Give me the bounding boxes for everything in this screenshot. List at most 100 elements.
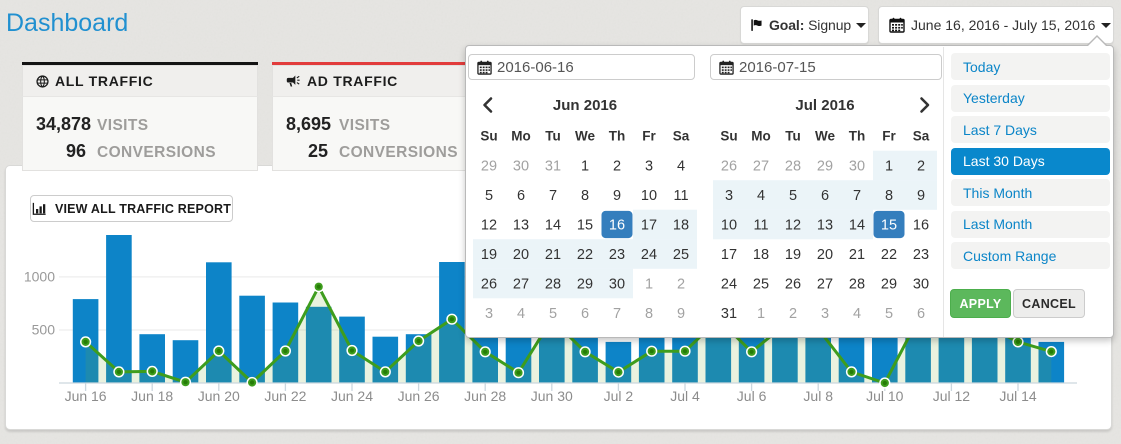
svg-text:3: 3 <box>485 306 493 322</box>
svg-text:10: 10 <box>641 188 657 204</box>
svg-text:19: 19 <box>785 247 801 263</box>
svg-text:Jul 2016: Jul 2016 <box>795 97 854 114</box>
svg-text:Fr: Fr <box>642 129 656 144</box>
svg-text:20: 20 <box>513 247 529 263</box>
svg-text:Tu: Tu <box>785 129 801 144</box>
svg-text:8: 8 <box>581 188 589 204</box>
svg-text:4: 4 <box>757 188 765 204</box>
svg-text:5: 5 <box>549 306 557 322</box>
svg-text:Su: Su <box>480 129 497 144</box>
svg-text:Jul 8: Jul 8 <box>803 388 833 404</box>
svg-text:17: 17 <box>721 247 737 263</box>
svg-text:6: 6 <box>917 306 925 322</box>
svg-text:31: 31 <box>721 306 737 322</box>
svg-text:23: 23 <box>913 247 929 263</box>
svg-text:31: 31 <box>545 159 561 175</box>
svg-text:7: 7 <box>549 188 557 204</box>
svg-text:16: 16 <box>609 218 625 234</box>
svg-text:6: 6 <box>581 306 589 322</box>
svg-text:Th: Th <box>849 129 866 144</box>
svg-text:Sa: Sa <box>673 129 690 144</box>
svg-text:3: 3 <box>645 159 653 175</box>
svg-text:2: 2 <box>613 159 621 175</box>
svg-text:2: 2 <box>917 159 925 175</box>
svg-text:Mo: Mo <box>511 129 531 144</box>
svg-text:13: 13 <box>513 218 529 234</box>
svg-text:19: 19 <box>481 247 497 263</box>
svg-text:Jul 10: Jul 10 <box>866 388 904 404</box>
svg-text:14: 14 <box>849 218 865 234</box>
svg-text:5: 5 <box>485 188 493 204</box>
svg-text:29: 29 <box>817 159 833 175</box>
svg-text:Mo: Mo <box>751 129 771 144</box>
svg-text:Jun 22: Jun 22 <box>264 388 306 404</box>
svg-text:6: 6 <box>821 188 829 204</box>
svg-text:Fr: Fr <box>882 129 896 144</box>
svg-text:26: 26 <box>481 277 497 293</box>
svg-text:30: 30 <box>849 159 865 175</box>
svg-text:5: 5 <box>789 188 797 204</box>
svg-text:Jun 26: Jun 26 <box>398 388 440 404</box>
svg-text:16: 16 <box>913 218 929 234</box>
svg-text:4: 4 <box>517 306 525 322</box>
svg-text:Jul 14: Jul 14 <box>999 388 1037 404</box>
svg-text:3: 3 <box>725 188 733 204</box>
svg-text:15: 15 <box>577 218 593 234</box>
svg-text:2: 2 <box>789 306 797 322</box>
svg-text:26: 26 <box>721 159 737 175</box>
svg-text:22: 22 <box>577 247 593 263</box>
svg-text:29: 29 <box>577 277 593 293</box>
svg-text:30: 30 <box>609 277 625 293</box>
svg-text:27: 27 <box>513 277 529 293</box>
svg-text:We: We <box>815 129 835 144</box>
svg-text:25: 25 <box>673 247 689 263</box>
svg-text:29: 29 <box>881 277 897 293</box>
svg-text:4: 4 <box>677 159 685 175</box>
svg-text:Jun 30: Jun 30 <box>531 388 573 404</box>
svg-text:Jun 28: Jun 28 <box>464 388 506 404</box>
svg-text:1: 1 <box>757 306 765 322</box>
svg-text:Jul 2: Jul 2 <box>604 388 634 404</box>
svg-text:9: 9 <box>917 188 925 204</box>
svg-text:8: 8 <box>885 188 893 204</box>
svg-text:1: 1 <box>885 159 893 175</box>
svg-text:27: 27 <box>817 277 833 293</box>
svg-text:26: 26 <box>785 277 801 293</box>
svg-text:27: 27 <box>753 159 769 175</box>
svg-text:Jun 18: Jun 18 <box>131 388 173 404</box>
svg-text:Su: Su <box>720 129 737 144</box>
svg-text:500: 500 <box>32 322 56 338</box>
svg-text:12: 12 <box>481 218 497 234</box>
svg-text:13: 13 <box>817 218 833 234</box>
svg-text:7: 7 <box>613 306 621 322</box>
svg-text:Jul 12: Jul 12 <box>933 388 971 404</box>
svg-text:30: 30 <box>513 159 529 175</box>
svg-text:18: 18 <box>673 218 689 234</box>
svg-text:28: 28 <box>785 159 801 175</box>
svg-text:5: 5 <box>885 306 893 322</box>
svg-text:Tu: Tu <box>545 129 561 144</box>
svg-text:9: 9 <box>677 306 685 322</box>
svg-text:4: 4 <box>853 306 861 322</box>
svg-text:9: 9 <box>613 188 621 204</box>
svg-text:3: 3 <box>821 306 829 322</box>
svg-text:20: 20 <box>817 247 833 263</box>
svg-text:10: 10 <box>721 218 737 234</box>
svg-text:Jun 16: Jun 16 <box>65 388 107 404</box>
svg-text:Sa: Sa <box>913 129 930 144</box>
svg-text:Jul 4: Jul 4 <box>670 388 700 404</box>
svg-text:21: 21 <box>849 247 865 263</box>
svg-text:1: 1 <box>581 159 589 175</box>
svg-text:8: 8 <box>645 306 653 322</box>
svg-text:11: 11 <box>673 188 688 204</box>
svg-text:1: 1 <box>645 277 653 293</box>
svg-text:24: 24 <box>641 247 657 263</box>
svg-text:28: 28 <box>545 277 561 293</box>
svg-text:30: 30 <box>913 277 929 293</box>
svg-text:21: 21 <box>545 247 561 263</box>
svg-text:25: 25 <box>753 277 769 293</box>
svg-text:23: 23 <box>609 247 625 263</box>
svg-text:15: 15 <box>881 218 897 234</box>
svg-text:12: 12 <box>785 218 801 234</box>
svg-text:29: 29 <box>481 159 497 175</box>
